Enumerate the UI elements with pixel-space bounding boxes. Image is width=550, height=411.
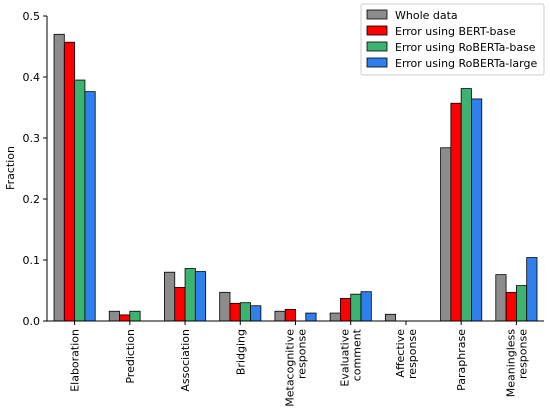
bar (129, 310, 141, 322)
bar (515, 285, 528, 322)
x-tick-label-line: comment (351, 328, 364, 381)
x-tick-label: Paraphrase (455, 329, 468, 391)
y-tick-label: 0.4 (23, 71, 41, 84)
bar (284, 309, 296, 322)
y-tick-label: 0.3 (23, 132, 41, 145)
bar (239, 302, 251, 322)
bar (108, 310, 120, 322)
x-tick-label: Evaluative comment (339, 328, 364, 386)
bar (471, 98, 483, 322)
x-tick-label: Association (179, 329, 192, 392)
x-tick-label-line: response (406, 329, 419, 379)
y-tick-label: 0.0 (23, 315, 41, 328)
x-ticks-group: Elaboration Prediction Association Bridging… (69, 321, 529, 407)
legend-label: Whole data (395, 9, 458, 22)
y-ticks-group: 0.0 0.1 0.2 0.3 0.4 0.5 (23, 10, 47, 328)
legend-swatch (366, 41, 388, 52)
bar (305, 312, 317, 322)
bar (174, 287, 186, 322)
bar (329, 312, 341, 322)
legend: Whole data Error using BERT-base Error usi… (360, 3, 545, 76)
bar (526, 257, 538, 322)
bar (360, 291, 372, 322)
x-tick-label-line: Prediction (124, 329, 137, 384)
bars-group (53, 33, 538, 322)
x-tick-label: Metacognitive response (284, 329, 309, 407)
x-tick-label: Affective response (394, 329, 419, 379)
x-tick-label-line: Elaboration (69, 329, 82, 392)
bar (440, 147, 452, 322)
x-tick-label-line: response (296, 329, 309, 379)
bar (184, 268, 196, 322)
bar (384, 313, 397, 322)
x-tick-label: Prediction (124, 329, 137, 384)
y-tick-label: 0.5 (23, 10, 41, 23)
x-tick-label-line: Paraphrase (455, 329, 468, 391)
x-tick-label-line: response (516, 329, 529, 379)
x-tick-label-line: Metacognitive (284, 329, 297, 407)
bar (229, 302, 241, 322)
x-tick-label: Meaningless response (504, 329, 529, 398)
x-tick-label-line: Affective (394, 329, 407, 378)
bar (164, 271, 176, 322)
legend-swatch (366, 9, 388, 20)
x-tick-label-line: Association (179, 329, 192, 392)
bar (495, 274, 507, 322)
bar (74, 79, 86, 322)
x-tick-label-line: Evaluative (339, 329, 352, 387)
bar (84, 91, 96, 322)
y-tick-label: 0.2 (23, 193, 41, 206)
bar (450, 102, 462, 322)
bar (63, 41, 76, 322)
legend-label: Error using RoBERTa-base (395, 41, 536, 54)
bar (274, 310, 286, 322)
x-tick-label-line: Bridging (234, 329, 247, 375)
x-tick-label: Elaboration (69, 329, 82, 392)
bar (250, 305, 262, 322)
bar (460, 88, 472, 322)
legend-box (360, 3, 545, 76)
bar (194, 271, 207, 322)
legend-label: Error using BERT-base (395, 25, 516, 38)
bar (219, 291, 231, 322)
bar (350, 293, 362, 322)
legend-swatch (366, 57, 388, 68)
bar (505, 291, 517, 322)
y-axis-label: Fraction (4, 146, 17, 190)
bar (119, 314, 131, 322)
legend-swatch (366, 25, 388, 36)
bar (340, 298, 352, 322)
bar (53, 33, 65, 322)
x-tick-label: Bridging (234, 329, 247, 375)
y-tick-label: 0.1 (23, 254, 41, 267)
legend-label: Error using RoBERTa-large (395, 57, 537, 70)
x-tick-label-line: Meaningless (504, 329, 517, 398)
